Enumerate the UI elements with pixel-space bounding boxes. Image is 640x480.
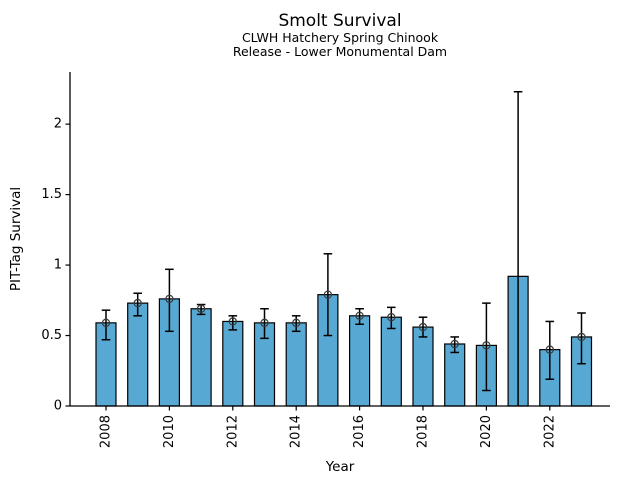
point-marker-2012 [228, 317, 237, 326]
bar-2009 [127, 302, 149, 407]
chart-subtitle-line2: Release - Lower Monumental Dam [232, 44, 448, 60]
y-tick-label-0.5: 0.5 [41, 328, 62, 343]
point-marker-2018 [418, 322, 428, 332]
y-tick-label-2: 2 [54, 117, 62, 132]
point-marker-2008 [101, 318, 111, 328]
y-tick-label-1: 1 [54, 258, 62, 273]
bar-2012 [222, 320, 244, 407]
chart-subtitle-line1: CLWH Hatchery Spring Chinook [241, 30, 439, 46]
x-tick-label-2018: 2018 [416, 415, 431, 448]
point-marker-2022 [545, 345, 555, 354]
y-axis-label: PIT-Tag Survival [8, 186, 24, 292]
point-marker-2009 [133, 298, 142, 308]
y-tick-label-0: 0 [54, 399, 62, 414]
point-marker-2017 [387, 313, 396, 322]
bar-2018 [412, 326, 434, 407]
chart-title: Smolt Survival [278, 11, 402, 31]
point-marker-2019 [450, 339, 459, 349]
x-tick-label-2022: 2022 [542, 415, 557, 448]
x-tick-label-2014: 2014 [289, 415, 304, 448]
y-tick-label-1.5: 1.5 [41, 187, 62, 202]
x-axis-label: Year [325, 459, 355, 475]
point-marker-2014 [292, 318, 301, 328]
point-marker-2011 [196, 304, 206, 313]
bar-2014 [285, 322, 307, 407]
bar-2017 [380, 316, 402, 407]
bar-2019 [444, 343, 466, 407]
point-marker-2013 [260, 318, 269, 328]
point-marker-2010 [165, 294, 174, 304]
x-tick-label-2008: 2008 [99, 415, 114, 448]
x-tick-label-2016: 2016 [352, 415, 367, 448]
title-block: Smolt Survival CLWH Hatchery Spring Chin… [70, 11, 610, 59]
point-marker-2015 [323, 290, 333, 299]
x-tick-label-2010: 2010 [162, 415, 177, 448]
x-tick-label-2012: 2012 [225, 415, 240, 448]
point-marker-2020 [482, 341, 491, 350]
bar-2011 [190, 308, 212, 407]
point-marker-2016 [355, 311, 364, 321]
bar-2016 [349, 315, 371, 407]
point-marker-2023 [577, 332, 586, 342]
x-tick-label-2020: 2020 [479, 415, 494, 448]
